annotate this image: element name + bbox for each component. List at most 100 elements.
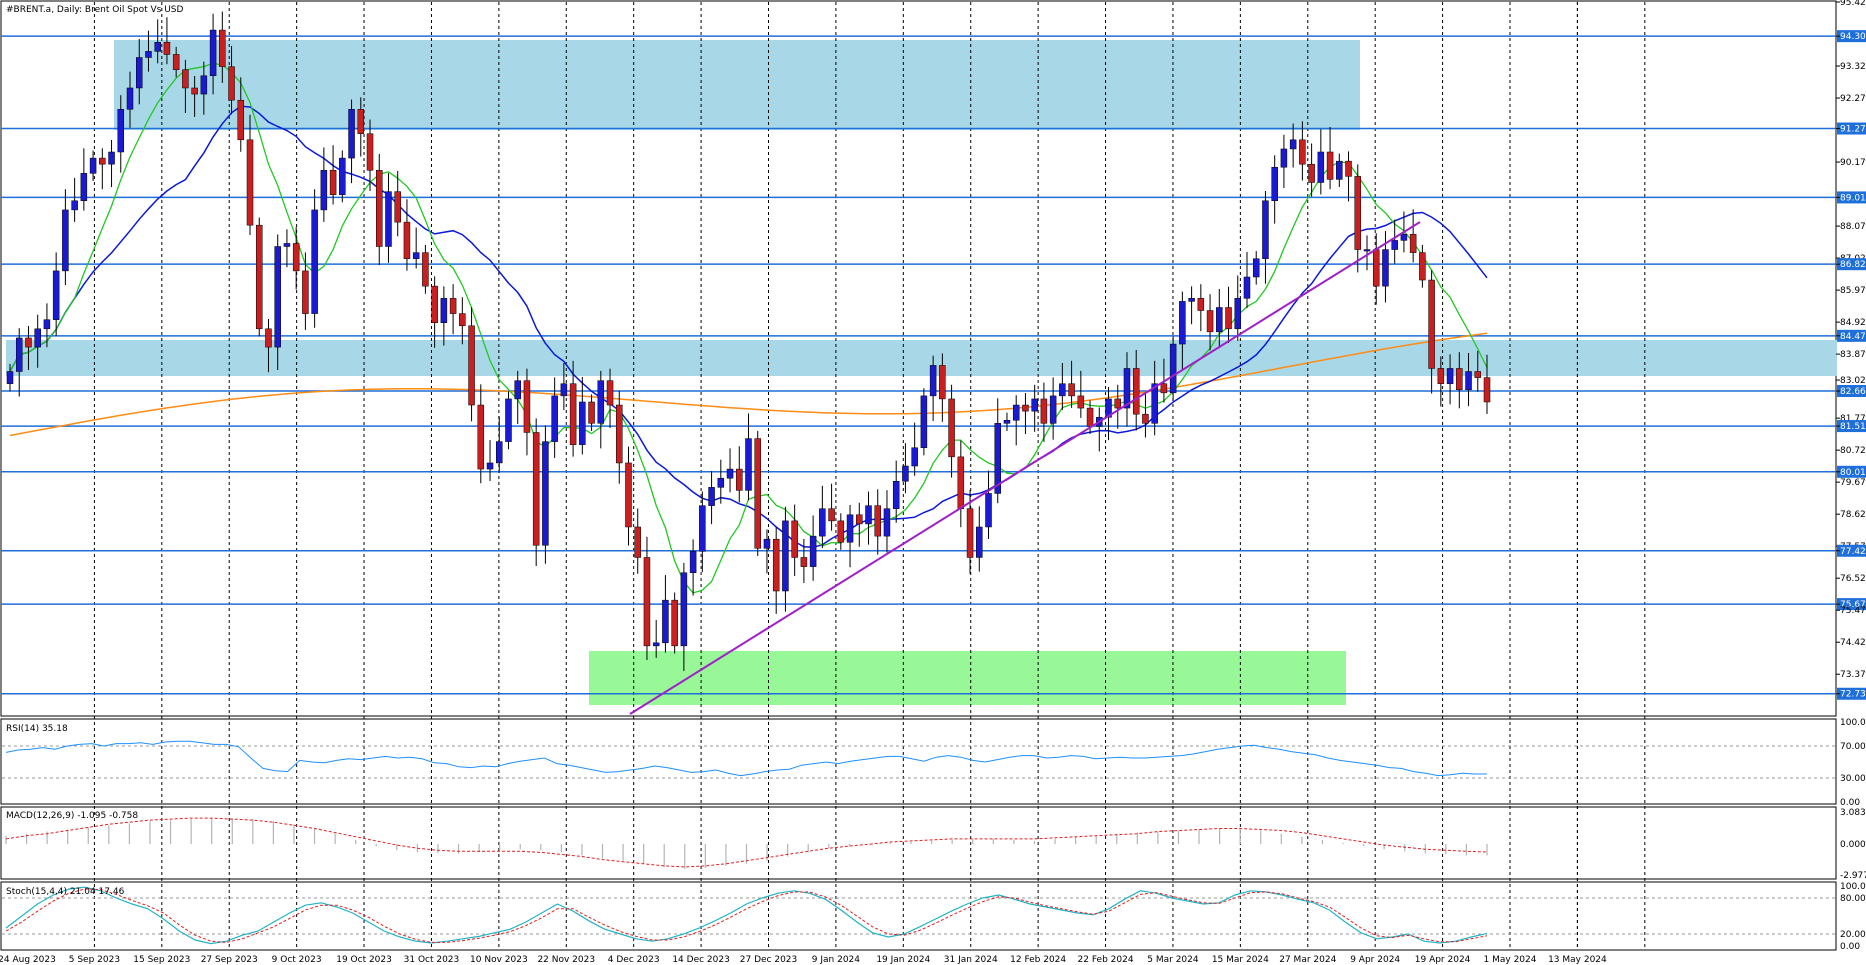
rsi-panel-frame xyxy=(0,718,1837,805)
candle-body xyxy=(496,441,503,464)
x-tick-label: 22 Feb 2024 xyxy=(1078,955,1134,965)
candle-body xyxy=(99,157,106,165)
stoch-signal-line xyxy=(5,888,1488,943)
candle-body xyxy=(532,432,540,546)
candle-body xyxy=(265,328,272,348)
candle-body xyxy=(1474,371,1482,378)
candle-body xyxy=(1151,383,1158,424)
candle-body xyxy=(560,383,568,397)
candle-body xyxy=(505,398,512,442)
candle-body xyxy=(717,477,725,488)
candle-body xyxy=(292,243,300,272)
candle-body xyxy=(209,29,217,77)
candle-body xyxy=(828,508,835,522)
y-tick-label: 93.32 xyxy=(1840,62,1866,72)
candle-body xyxy=(1262,200,1269,259)
candle-body xyxy=(976,526,983,558)
candle-body xyxy=(449,298,457,314)
candle-body xyxy=(726,468,734,479)
y-tick-label: 74.42 xyxy=(1840,638,1866,648)
candle-body xyxy=(892,481,900,509)
candle-body xyxy=(1132,368,1140,415)
candle-body xyxy=(1197,298,1205,311)
candle-body xyxy=(514,380,521,400)
candle-body xyxy=(856,514,863,525)
price-level-tag xyxy=(1837,191,1866,204)
stoch-panel-frame xyxy=(0,881,1837,951)
indicator-axis-label: 0.00 xyxy=(1840,942,1860,952)
candle-body xyxy=(200,75,208,95)
candle-body xyxy=(191,87,198,95)
candle-body xyxy=(1031,398,1038,412)
candle-body xyxy=(911,447,918,467)
indicator-axis-label: 30.00 xyxy=(1840,774,1866,784)
candle-body xyxy=(837,520,845,543)
y-tick-label: 92.27 xyxy=(1840,94,1866,104)
candle-body xyxy=(551,395,558,442)
candle-body xyxy=(311,209,318,314)
stoch-label: Stoch(15,4,4) 21.04 17.46 xyxy=(6,887,125,897)
vertical-grid xyxy=(93,2,1646,950)
candle-body xyxy=(588,401,595,424)
indicator-axis-label: 3.083 xyxy=(1840,808,1866,818)
y-tick-label: 72.73 xyxy=(1840,690,1866,700)
x-tick-label: 31 Oct 2023 xyxy=(404,955,460,965)
price-level-tag xyxy=(1837,420,1866,433)
x-tick-label: 9 Apr 2024 xyxy=(1350,955,1400,965)
candle-body xyxy=(680,572,688,647)
candle-body xyxy=(366,133,374,171)
candle-body xyxy=(1077,395,1085,409)
candle-body xyxy=(1123,368,1131,409)
candle-body xyxy=(237,99,245,141)
y-tick-label: 83.02 xyxy=(1840,376,1866,386)
candle-body xyxy=(819,508,826,537)
x-tick-label: 13 May 2024 xyxy=(1548,955,1607,965)
candle-body xyxy=(699,505,706,552)
indicator-axis-label: 20.00 xyxy=(1840,930,1866,940)
x-tick-label: 9 Oct 2023 xyxy=(272,955,322,965)
candle-body xyxy=(108,151,115,165)
indicator-axis-label: 70.00 xyxy=(1840,742,1866,752)
candle-body xyxy=(1317,151,1325,183)
candle-body xyxy=(1419,252,1426,281)
candle-body xyxy=(71,200,78,211)
candle-body xyxy=(89,157,97,174)
candle-body xyxy=(763,538,771,549)
candle-body xyxy=(662,599,669,644)
candle-body xyxy=(255,224,263,330)
x-tick-label: 10 Nov 2023 xyxy=(470,955,528,965)
price-axis: 95.42 94.30 93.32 92.27 91.27 90.17 89.01 88.07… xyxy=(1836,0,1866,700)
candle-body xyxy=(542,441,549,546)
candle-body xyxy=(1169,343,1177,394)
trendline xyxy=(629,221,1421,715)
price-level-tag xyxy=(1837,329,1866,342)
x-tick-label: 5 Mar 2024 xyxy=(1147,955,1199,965)
candle-body xyxy=(1409,234,1417,253)
candle-body xyxy=(394,191,401,223)
rsi-indicator: 100.00 70.00 30.00 0.00 xyxy=(2,718,1866,808)
y-tick-label: 84.47 xyxy=(1840,332,1866,342)
price-level-tag xyxy=(1837,687,1866,700)
ma-slow-line xyxy=(9,332,1488,437)
candle-body xyxy=(1271,166,1278,202)
stoch-main-line xyxy=(5,886,1488,945)
x-tick-label: 15 Mar 2024 xyxy=(1212,955,1269,965)
y-tick-label: 76.52 xyxy=(1840,574,1866,584)
candle-body xyxy=(957,456,965,509)
candle-body xyxy=(736,468,743,491)
candle-body xyxy=(403,221,411,259)
candle-body xyxy=(865,505,872,525)
candle-body xyxy=(1382,249,1389,287)
y-tick-label: 82.66 xyxy=(1840,387,1866,397)
candle-body xyxy=(1428,279,1435,369)
y-tick-label: 81.51 xyxy=(1840,422,1866,432)
y-tick-label: 89.01 xyxy=(1840,193,1866,203)
candle-body xyxy=(1446,368,1454,384)
candle-body xyxy=(1299,139,1306,165)
candle-body xyxy=(1437,368,1445,384)
indicator-axis-label: 100.00 xyxy=(1840,882,1866,892)
candle-body xyxy=(1114,398,1121,409)
candle-body xyxy=(302,270,309,314)
price-level-tag xyxy=(1837,385,1866,398)
resistance-zone-top xyxy=(114,40,1360,130)
